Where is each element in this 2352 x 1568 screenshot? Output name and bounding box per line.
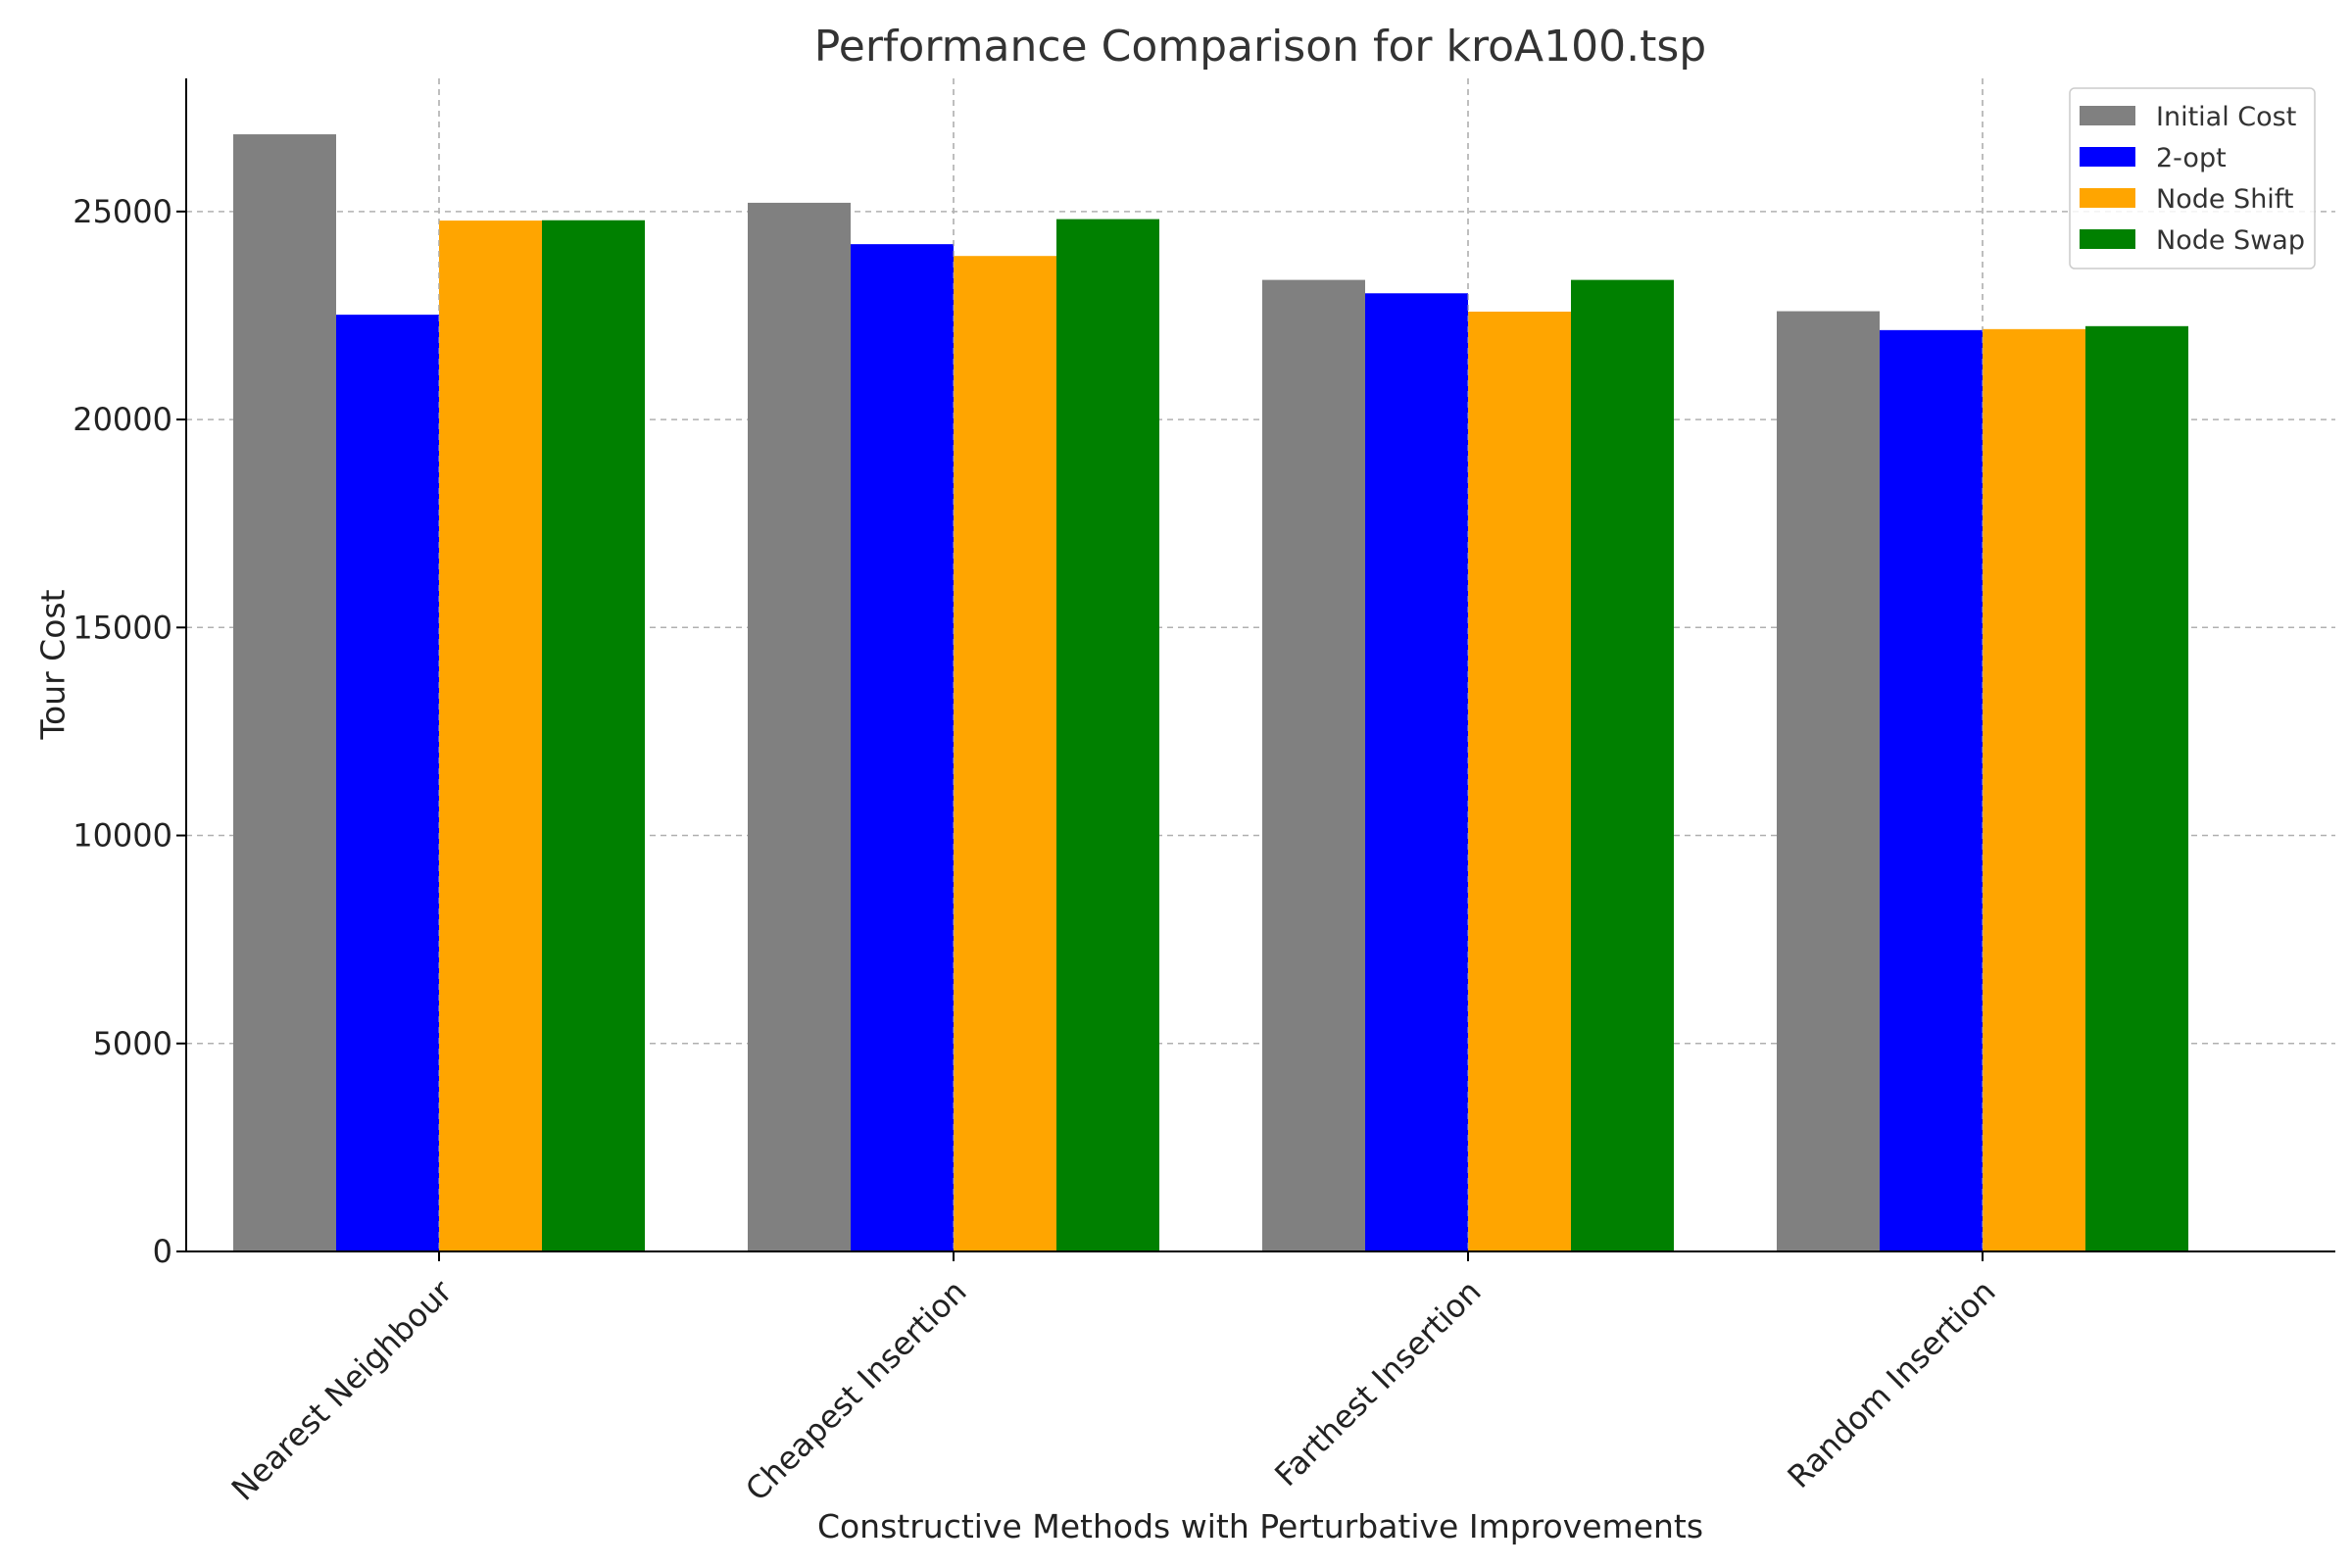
legend: Initial Cost 2-opt Node Shift Node Swap: [2069, 87, 2316, 270]
legend-swatch: [2080, 106, 2135, 125]
chart-title: Performance Comparison for kroA100.tsp: [814, 22, 1706, 72]
legend-label: Initial Cost: [2156, 102, 2296, 132]
y-tick-label: 0: [153, 1233, 172, 1270]
x-axis-title: Constructive Methods with Perturbative I…: [817, 1507, 1703, 1545]
y-tick-label: 20000: [73, 401, 172, 438]
axes-layer: [185, 78, 2335, 1252]
bar-2-opt-2: [851, 244, 954, 1252]
x-tick-label: Random Insertion: [1781, 1273, 2003, 1495]
y-tick-label: 10000: [73, 817, 172, 855]
y-tick-labels: 0 5000 10000 15000 20000 25000: [73, 193, 186, 1270]
bar-initial-cost-3: [1262, 279, 1365, 1252]
bar-node-shift-2: [954, 256, 1056, 1251]
legend-label: Node Shift: [2156, 184, 2293, 215]
bar-node-swap-4: [2085, 325, 2188, 1251]
bar-node-shift-3: [1468, 311, 1571, 1251]
bar-2-opt-1: [336, 315, 439, 1251]
bar-initial-cost-2: [748, 202, 851, 1251]
bars-layer: [233, 78, 2188, 1252]
bar-2-opt-3: [1365, 293, 1468, 1251]
legend-swatch: [2080, 147, 2135, 167]
x-tick-label: Nearest Neighbour: [224, 1272, 460, 1507]
y-axis-title: Tour Cost: [34, 589, 73, 740]
y-tick-label: 15000: [73, 609, 172, 646]
bar-2-opt-4: [1880, 329, 1983, 1251]
bar-initial-cost-1: [233, 134, 336, 1252]
legend-swatch: [2080, 229, 2135, 249]
bar-node-shift-1: [439, 220, 542, 1251]
legend-box: [2069, 87, 2316, 270]
bar-initial-cost-4: [1777, 311, 1880, 1251]
x-tick-labels: Nearest Neighbour Cheapest Insertion Farth…: [224, 1251, 2003, 1508]
legend-swatch: [2080, 188, 2135, 208]
bar-node-swap-2: [1056, 219, 1159, 1252]
y-tick-label: 5000: [93, 1025, 172, 1062]
x-tick-label: Cheapest Insertion: [738, 1273, 973, 1508]
x-tick-label: Farthest Insertion: [1267, 1273, 1488, 1494]
bar-node-swap-1: [542, 220, 645, 1251]
legend-label: Node Swap: [2156, 225, 2305, 256]
bar-node-swap-3: [1571, 279, 1674, 1252]
y-tick-label: 25000: [73, 193, 172, 230]
legend-label: 2-opt: [2156, 143, 2227, 173]
bar-node-shift-4: [1983, 328, 2085, 1251]
